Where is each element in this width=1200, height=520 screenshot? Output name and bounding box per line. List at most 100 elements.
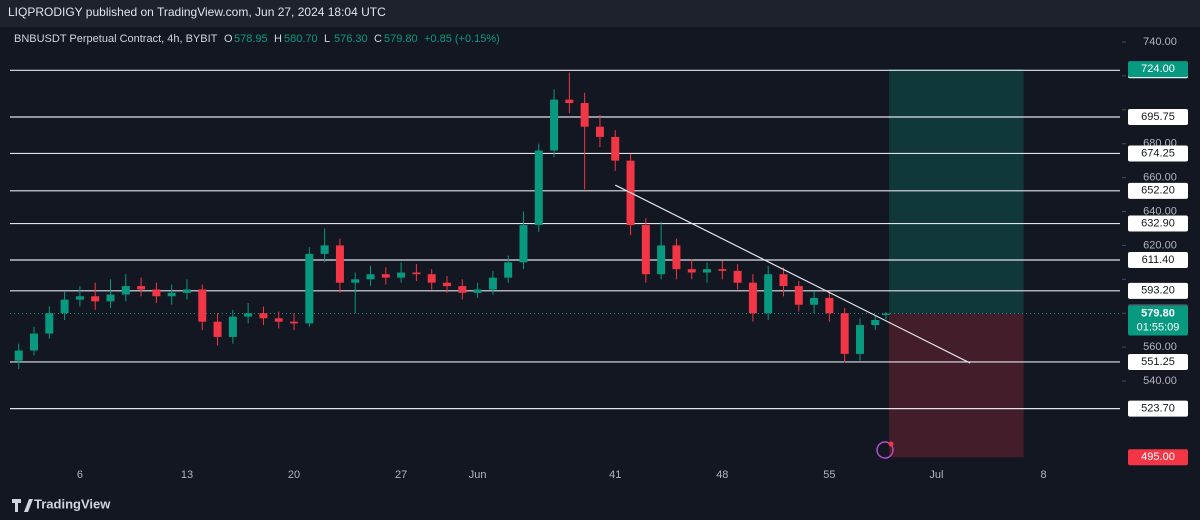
candle-body xyxy=(274,318,283,322)
level-label: 593.20 xyxy=(1141,285,1175,297)
level-label: 652.20 xyxy=(1141,185,1175,197)
countdown: 01:55:09 xyxy=(1137,321,1180,333)
y-tick-label: 540.00 xyxy=(1143,375,1177,387)
candle-body xyxy=(366,274,375,280)
candle-body xyxy=(106,294,115,302)
target-label-box xyxy=(1128,61,1188,78)
x-tick-label: 13 xyxy=(181,469,193,481)
flash-icon[interactable] xyxy=(876,441,894,459)
candle-body xyxy=(779,274,788,287)
candle-body xyxy=(855,325,864,354)
candle-body xyxy=(718,269,727,271)
candle-body xyxy=(182,289,191,293)
ohlc-value: 579.80 xyxy=(384,33,418,45)
candle-body xyxy=(427,274,436,283)
change: +0.85 (+0.15%) xyxy=(424,33,500,45)
candle-body xyxy=(764,274,773,314)
ohlc-value: 578.95 xyxy=(234,33,268,45)
level-label: 611.40 xyxy=(1142,254,1175,266)
candle-body xyxy=(534,150,543,226)
last-price-label: 579.80 xyxy=(1141,307,1175,319)
candle-body xyxy=(703,269,712,273)
x-tick-label: 41 xyxy=(609,469,621,481)
candle-body xyxy=(473,289,482,293)
logo: TradingView xyxy=(34,496,111,511)
x-tick-label: 27 xyxy=(395,469,407,481)
last-price-box xyxy=(1128,305,1188,336)
candle-body xyxy=(320,245,329,254)
candle-body xyxy=(687,269,696,273)
candle-body xyxy=(840,313,849,354)
x-tick-label: 8 xyxy=(1040,469,1046,481)
candle-body xyxy=(657,245,666,275)
ohlc-key: L xyxy=(324,33,330,45)
candle-body xyxy=(198,289,207,322)
candle-body xyxy=(397,272,406,278)
candle-body xyxy=(580,103,589,127)
candle-body xyxy=(213,321,222,337)
level-label: 674.25 xyxy=(1141,147,1175,159)
x-tick-label: 55 xyxy=(823,469,835,481)
candle-body xyxy=(458,286,467,293)
candle-body xyxy=(641,225,650,275)
candle-body xyxy=(152,289,161,297)
candle-body xyxy=(412,272,421,275)
candle-body xyxy=(825,297,834,314)
stop-label: 495.00 xyxy=(1141,451,1175,463)
x-tick-label: 6 xyxy=(77,469,83,481)
target-label: 724.00 xyxy=(1141,63,1175,75)
candle-body xyxy=(290,321,299,324)
x-tick-label: Jun xyxy=(469,469,487,481)
candle-body xyxy=(733,270,742,283)
y-tick-label: 740.00 xyxy=(1143,36,1177,48)
ohlc-key: O xyxy=(224,33,233,45)
level-label-box xyxy=(1128,145,1188,162)
level-label-box xyxy=(1128,282,1188,299)
y-tick-label: 560.00 xyxy=(1143,341,1177,353)
candle-body xyxy=(442,282,451,287)
level-label: 523.70 xyxy=(1141,403,1175,415)
x-tick-label: Jul xyxy=(929,469,943,481)
candle-body xyxy=(244,313,253,317)
candle-body xyxy=(45,313,54,334)
stop-label-box xyxy=(1128,449,1188,466)
x-tick-label: 20 xyxy=(288,469,300,481)
candle-body xyxy=(228,316,237,337)
candle-body xyxy=(75,296,84,300)
x-tick-label: 48 xyxy=(716,469,728,481)
candle-body xyxy=(550,99,559,151)
candle-body xyxy=(60,299,69,314)
candle-body xyxy=(121,286,130,295)
y-tick-label: 640.00 xyxy=(1143,205,1177,217)
top-bar xyxy=(0,0,1200,27)
candle-body xyxy=(519,225,528,263)
candle-body xyxy=(611,136,620,161)
candle-body xyxy=(565,99,574,104)
candle-body xyxy=(91,296,100,302)
ohlc-key: C xyxy=(374,33,382,45)
y-tick-label: 620.00 xyxy=(1143,239,1177,251)
candle-body xyxy=(14,350,23,361)
level-label-box xyxy=(1128,400,1188,417)
footer xyxy=(0,490,1200,520)
candle-body xyxy=(305,253,314,324)
candle-body xyxy=(488,277,497,290)
level-label: 551.25 xyxy=(1141,356,1175,368)
level-label-box xyxy=(1128,353,1188,370)
candle-body xyxy=(335,245,344,283)
candle-body xyxy=(595,126,604,137)
publisher: LIQPRODIGY published on TradingView.com,… xyxy=(8,5,386,19)
ohlc-key: H xyxy=(274,33,282,45)
level-label-box xyxy=(1128,109,1188,126)
symbol: BNBUSDT Perpetual Contract, 4h, BYBIT xyxy=(14,33,218,45)
candle-body xyxy=(259,313,268,319)
notice-dot xyxy=(888,441,894,447)
candle-body xyxy=(137,286,146,290)
trendline xyxy=(614,184,971,364)
level-label-box xyxy=(1128,182,1188,199)
candle-body xyxy=(672,245,681,270)
candle-body xyxy=(810,297,819,305)
loss-zone xyxy=(889,313,1024,458)
ohlc-value: 576.30 xyxy=(334,33,368,45)
